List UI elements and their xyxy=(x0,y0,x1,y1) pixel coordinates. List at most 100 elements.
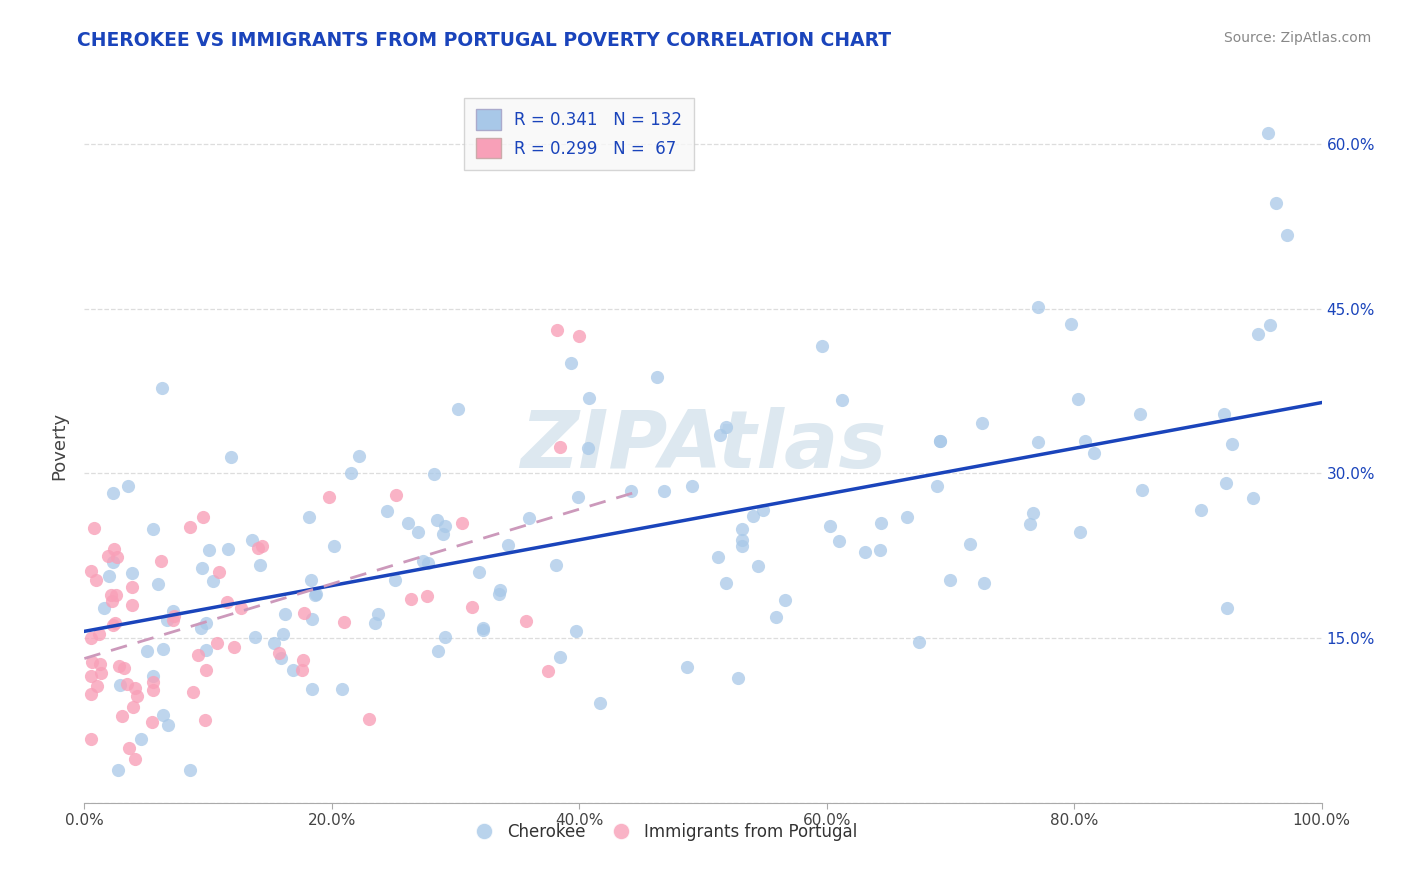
Point xyxy=(939,573,962,587)
Point xyxy=(1247,326,1270,341)
Point xyxy=(412,553,434,567)
Point xyxy=(118,740,141,755)
Point xyxy=(163,609,186,624)
Point xyxy=(124,752,146,766)
Point xyxy=(292,606,315,620)
Point xyxy=(472,621,495,635)
Point xyxy=(1069,525,1091,540)
Point xyxy=(433,630,456,644)
Point xyxy=(1189,503,1212,517)
Point xyxy=(240,533,263,548)
Point xyxy=(401,592,423,607)
Point xyxy=(205,636,228,650)
Point xyxy=(208,566,231,580)
Point xyxy=(152,642,174,657)
Point xyxy=(142,675,165,690)
Point xyxy=(157,718,180,732)
Point xyxy=(115,677,138,691)
Point xyxy=(1129,407,1152,421)
Point xyxy=(125,689,148,703)
Point xyxy=(349,449,371,463)
Point xyxy=(1264,196,1286,211)
Point xyxy=(98,569,121,583)
Point xyxy=(451,516,474,530)
Point xyxy=(340,466,363,480)
Point xyxy=(364,615,387,630)
Point xyxy=(406,525,429,540)
Point xyxy=(1241,491,1264,505)
Point xyxy=(367,607,389,622)
Point xyxy=(385,488,408,502)
Point xyxy=(742,509,765,524)
Point xyxy=(731,533,754,548)
Point xyxy=(193,510,215,524)
Point xyxy=(79,687,101,701)
Point xyxy=(681,479,703,493)
Point xyxy=(301,612,323,626)
Legend: Cherokee, Immigrants from Portugal: Cherokee, Immigrants from Portugal xyxy=(468,817,865,848)
Point xyxy=(89,657,111,671)
Point xyxy=(217,541,239,556)
Point xyxy=(107,658,129,673)
Point xyxy=(1275,228,1298,243)
Point xyxy=(79,669,101,683)
Point xyxy=(1060,317,1083,331)
Text: ZIPAtlas: ZIPAtlas xyxy=(520,407,886,485)
Point xyxy=(709,427,731,442)
Point xyxy=(79,564,101,578)
Point xyxy=(219,450,242,464)
Point xyxy=(731,539,754,553)
Y-axis label: Poverty: Poverty xyxy=(51,412,69,480)
Point xyxy=(446,401,468,416)
Point xyxy=(517,510,540,524)
Point xyxy=(1130,483,1153,497)
Point xyxy=(396,516,419,531)
Point xyxy=(101,486,124,500)
Point xyxy=(747,558,769,573)
Point xyxy=(870,516,893,531)
Point xyxy=(190,561,212,575)
Point xyxy=(652,483,675,498)
Point xyxy=(250,539,273,553)
Point xyxy=(645,370,668,384)
Point xyxy=(1026,300,1049,314)
Point xyxy=(765,610,787,624)
Point xyxy=(973,576,995,591)
Point xyxy=(731,523,754,537)
Point xyxy=(1074,434,1097,448)
Point xyxy=(142,683,165,698)
Point xyxy=(707,549,730,564)
Point xyxy=(925,479,948,493)
Point xyxy=(162,604,184,618)
Point xyxy=(727,672,749,686)
Point xyxy=(853,545,876,559)
Point xyxy=(103,542,125,557)
Point xyxy=(1026,434,1049,449)
Point xyxy=(496,538,519,552)
Point xyxy=(124,681,146,695)
Point xyxy=(1215,601,1237,615)
Point xyxy=(197,543,219,558)
Point xyxy=(1215,476,1237,491)
Point xyxy=(243,630,266,644)
Point xyxy=(121,580,143,594)
Point xyxy=(811,338,834,352)
Point xyxy=(676,660,699,674)
Point xyxy=(537,664,560,678)
Point xyxy=(101,594,124,608)
Point xyxy=(83,521,105,535)
Point xyxy=(82,655,104,669)
Point xyxy=(142,668,165,682)
Point xyxy=(135,643,157,657)
Point xyxy=(101,618,124,632)
Point xyxy=(105,549,128,564)
Text: Source: ZipAtlas.com: Source: ZipAtlas.com xyxy=(1223,31,1371,45)
Point xyxy=(548,649,571,664)
Point xyxy=(831,392,853,407)
Point xyxy=(215,595,238,609)
Point xyxy=(111,708,134,723)
Point xyxy=(576,441,599,455)
Point xyxy=(273,627,295,641)
Point xyxy=(773,593,796,607)
Point xyxy=(104,616,127,631)
